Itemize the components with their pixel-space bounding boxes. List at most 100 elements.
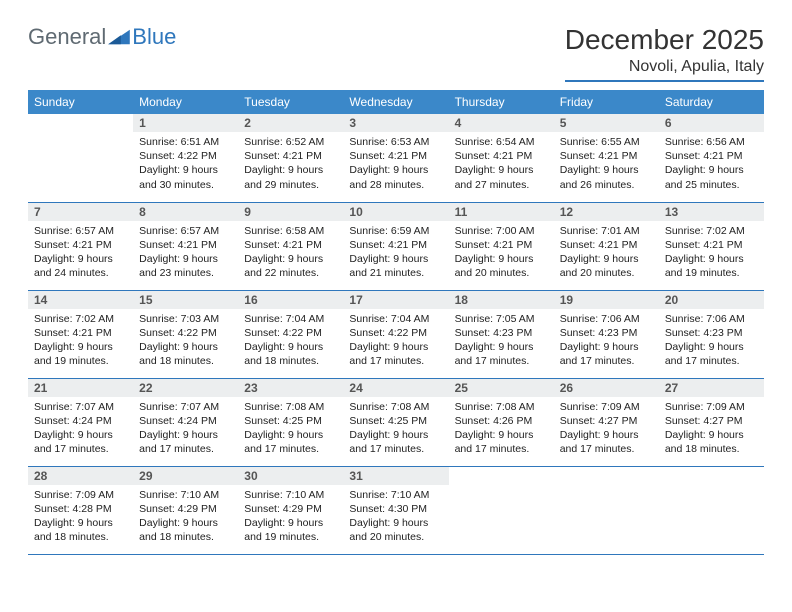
day-number: 25: [449, 379, 554, 397]
day-number: 1: [133, 114, 238, 132]
calendar-cell: 26Sunrise: 7:09 AMSunset: 4:27 PMDayligh…: [554, 378, 659, 466]
calendar-cell: 4Sunrise: 6:54 AMSunset: 4:21 PMDaylight…: [449, 114, 554, 202]
day-number: 8: [133, 203, 238, 221]
day-details: Sunrise: 7:07 AMSunset: 4:24 PMDaylight:…: [133, 397, 238, 461]
day-number: 2: [238, 114, 343, 132]
day-number: 22: [133, 379, 238, 397]
location: Novoli, Apulia, Italy: [565, 58, 764, 82]
calendar-cell: 21Sunrise: 7:07 AMSunset: 4:24 PMDayligh…: [28, 378, 133, 466]
day-details: Sunrise: 6:54 AMSunset: 4:21 PMDaylight:…: [449, 132, 554, 196]
day-details: Sunrise: 7:08 AMSunset: 4:25 PMDaylight:…: [238, 397, 343, 461]
weekday-header: Sunday: [28, 90, 133, 114]
day-details: Sunrise: 6:59 AMSunset: 4:21 PMDaylight:…: [343, 221, 448, 285]
calendar-cell: 9Sunrise: 6:58 AMSunset: 4:21 PMDaylight…: [238, 202, 343, 290]
day-details: Sunrise: 7:06 AMSunset: 4:23 PMDaylight:…: [659, 309, 764, 373]
calendar-cell: 28Sunrise: 7:09 AMSunset: 4:28 PMDayligh…: [28, 466, 133, 554]
weekday-header: Tuesday: [238, 90, 343, 114]
calendar-table: SundayMondayTuesdayWednesdayThursdayFrid…: [28, 90, 764, 555]
day-number: 20: [659, 291, 764, 309]
day-number: 14: [28, 291, 133, 309]
calendar-cell: 13Sunrise: 7:02 AMSunset: 4:21 PMDayligh…: [659, 202, 764, 290]
calendar-cell: 31Sunrise: 7:10 AMSunset: 4:30 PMDayligh…: [343, 466, 448, 554]
day-number: 18: [449, 291, 554, 309]
day-number: 17: [343, 291, 448, 309]
title-block: December 2025 Novoli, Apulia, Italy: [565, 24, 764, 82]
header: General Blue December 2025 Novoli, Apuli…: [28, 24, 764, 82]
calendar-cell: 18Sunrise: 7:05 AMSunset: 4:23 PMDayligh…: [449, 290, 554, 378]
calendar-cell: 6Sunrise: 6:56 AMSunset: 4:21 PMDaylight…: [659, 114, 764, 202]
brand-part1: General: [28, 24, 106, 50]
calendar-cell: ..: [659, 466, 764, 554]
day-details: Sunrise: 7:04 AMSunset: 4:22 PMDaylight:…: [238, 309, 343, 373]
day-number: 30: [238, 467, 343, 485]
calendar-cell: 7Sunrise: 6:57 AMSunset: 4:21 PMDaylight…: [28, 202, 133, 290]
day-number: 21: [28, 379, 133, 397]
weekday-header: Thursday: [449, 90, 554, 114]
calendar-row: 14Sunrise: 7:02 AMSunset: 4:21 PMDayligh…: [28, 290, 764, 378]
calendar-body: .. 1Sunrise: 6:51 AMSunset: 4:22 PMDaylig…: [28, 114, 764, 554]
calendar-cell: 15Sunrise: 7:03 AMSunset: 4:22 PMDayligh…: [133, 290, 238, 378]
calendar-cell: 3Sunrise: 6:53 AMSunset: 4:21 PMDaylight…: [343, 114, 448, 202]
calendar-row: 28Sunrise: 7:09 AMSunset: 4:28 PMDayligh…: [28, 466, 764, 554]
day-number: 15: [133, 291, 238, 309]
day-details: Sunrise: 7:05 AMSunset: 4:23 PMDaylight:…: [449, 309, 554, 373]
calendar-cell: 20Sunrise: 7:06 AMSunset: 4:23 PMDayligh…: [659, 290, 764, 378]
weekday-header: Saturday: [659, 90, 764, 114]
day-number: 29: [133, 467, 238, 485]
day-number: 7: [28, 203, 133, 221]
day-number: 10: [343, 203, 448, 221]
day-details: Sunrise: 7:02 AMSunset: 4:21 PMDaylight:…: [28, 309, 133, 373]
day-number: 12: [554, 203, 659, 221]
calendar-cell: ..: [449, 466, 554, 554]
day-number: 9: [238, 203, 343, 221]
calendar-cell: 22Sunrise: 7:07 AMSunset: 4:24 PMDayligh…: [133, 378, 238, 466]
day-details: Sunrise: 6:56 AMSunset: 4:21 PMDaylight:…: [659, 132, 764, 196]
day-details: Sunrise: 6:52 AMSunset: 4:21 PMDaylight:…: [238, 132, 343, 196]
day-details: Sunrise: 7:00 AMSunset: 4:21 PMDaylight:…: [449, 221, 554, 285]
calendar-cell: 24Sunrise: 7:08 AMSunset: 4:25 PMDayligh…: [343, 378, 448, 466]
calendar-cell: 12Sunrise: 7:01 AMSunset: 4:21 PMDayligh…: [554, 202, 659, 290]
calendar-cell: 10Sunrise: 6:59 AMSunset: 4:21 PMDayligh…: [343, 202, 448, 290]
day-details: Sunrise: 6:58 AMSunset: 4:21 PMDaylight:…: [238, 221, 343, 285]
day-details: Sunrise: 7:06 AMSunset: 4:23 PMDaylight:…: [554, 309, 659, 373]
day-details: Sunrise: 7:09 AMSunset: 4:27 PMDaylight:…: [554, 397, 659, 461]
day-details: Sunrise: 7:02 AMSunset: 4:21 PMDaylight:…: [659, 221, 764, 285]
calendar-cell: 30Sunrise: 7:10 AMSunset: 4:29 PMDayligh…: [238, 466, 343, 554]
month-title: December 2025: [565, 24, 764, 56]
calendar-cell: 14Sunrise: 7:02 AMSunset: 4:21 PMDayligh…: [28, 290, 133, 378]
day-details: Sunrise: 6:57 AMSunset: 4:21 PMDaylight:…: [28, 221, 133, 285]
day-details: Sunrise: 7:10 AMSunset: 4:29 PMDaylight:…: [238, 485, 343, 549]
weekday-header: Friday: [554, 90, 659, 114]
day-number: 3: [343, 114, 448, 132]
day-details: Sunrise: 6:57 AMSunset: 4:21 PMDaylight:…: [133, 221, 238, 285]
day-number: 23: [238, 379, 343, 397]
day-details: Sunrise: 7:08 AMSunset: 4:26 PMDaylight:…: [449, 397, 554, 461]
day-number: 28: [28, 467, 133, 485]
day-number: 27: [659, 379, 764, 397]
weekday-header: Wednesday: [343, 90, 448, 114]
day-details: Sunrise: 7:03 AMSunset: 4:22 PMDaylight:…: [133, 309, 238, 373]
brand-part2: Blue: [132, 24, 176, 50]
calendar-row: 21Sunrise: 7:07 AMSunset: 4:24 PMDayligh…: [28, 378, 764, 466]
day-number: 16: [238, 291, 343, 309]
day-details: Sunrise: 6:51 AMSunset: 4:22 PMDaylight:…: [133, 132, 238, 196]
calendar-cell: 29Sunrise: 7:10 AMSunset: 4:29 PMDayligh…: [133, 466, 238, 554]
day-number: 11: [449, 203, 554, 221]
calendar-cell: 1Sunrise: 6:51 AMSunset: 4:22 PMDaylight…: [133, 114, 238, 202]
calendar-cell: 23Sunrise: 7:08 AMSunset: 4:25 PMDayligh…: [238, 378, 343, 466]
day-details: Sunrise: 7:01 AMSunset: 4:21 PMDaylight:…: [554, 221, 659, 285]
brand-triangle-icon: [108, 28, 130, 46]
day-details: Sunrise: 7:08 AMSunset: 4:25 PMDaylight:…: [343, 397, 448, 461]
day-number: 5: [554, 114, 659, 132]
day-number: 31: [343, 467, 448, 485]
calendar-cell: 8Sunrise: 6:57 AMSunset: 4:21 PMDaylight…: [133, 202, 238, 290]
calendar-row: 7Sunrise: 6:57 AMSunset: 4:21 PMDaylight…: [28, 202, 764, 290]
calendar-cell: 17Sunrise: 7:04 AMSunset: 4:22 PMDayligh…: [343, 290, 448, 378]
calendar-row: ..1Sunrise: 6:51 AMSunset: 4:22 PMDaylig…: [28, 114, 764, 202]
weekday-header: Monday: [133, 90, 238, 114]
weekday-header-row: SundayMondayTuesdayWednesdayThursdayFrid…: [28, 90, 764, 114]
day-number: 19: [554, 291, 659, 309]
day-number: 13: [659, 203, 764, 221]
calendar-cell: 2Sunrise: 6:52 AMSunset: 4:21 PMDaylight…: [238, 114, 343, 202]
calendar-cell: 27Sunrise: 7:09 AMSunset: 4:27 PMDayligh…: [659, 378, 764, 466]
